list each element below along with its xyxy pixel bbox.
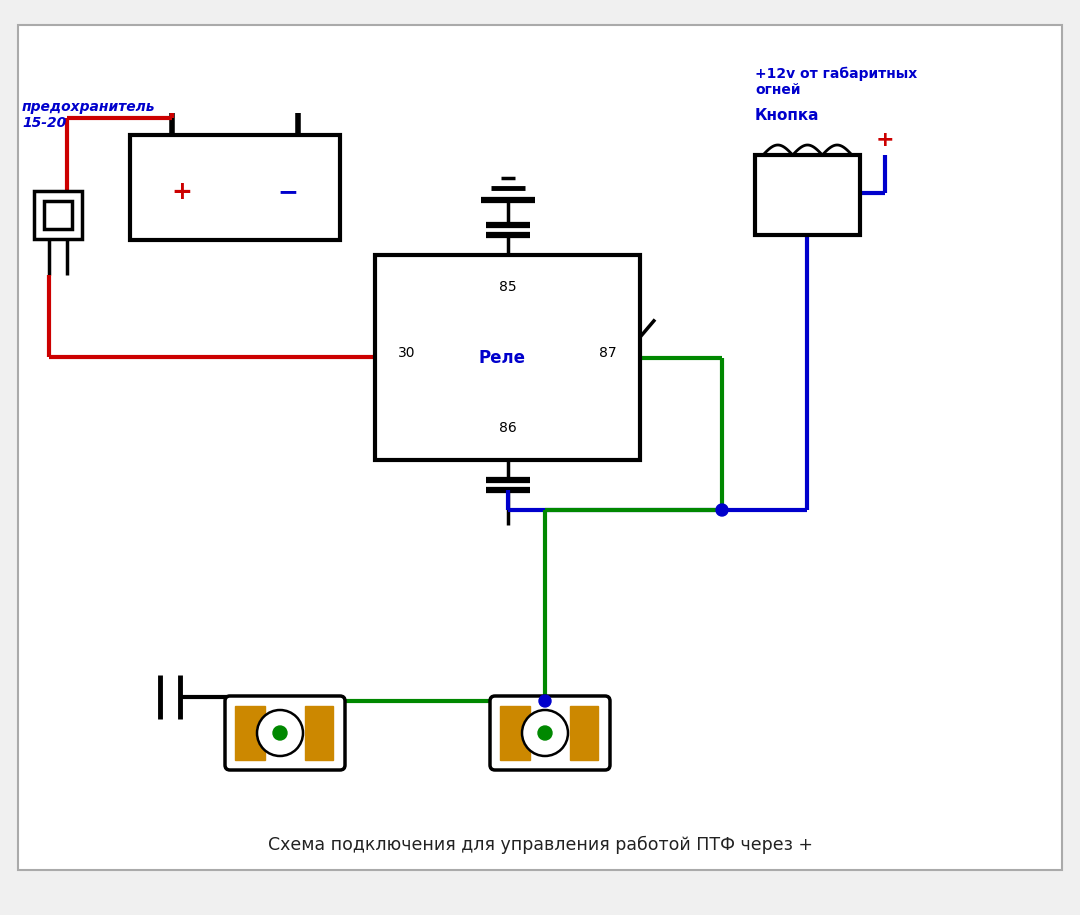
Circle shape	[273, 726, 287, 740]
Bar	[500, 706, 530, 760]
Text: −: −	[278, 180, 298, 204]
Bar	[755, 155, 860, 235]
Circle shape	[716, 504, 728, 516]
Text: +: +	[172, 180, 192, 204]
Circle shape	[538, 726, 552, 740]
Bar	[570, 706, 598, 760]
Bar	[235, 706, 265, 760]
Text: 30: 30	[399, 347, 416, 361]
Text: 85: 85	[499, 280, 516, 294]
Bar	[130, 135, 340, 240]
Text: +12v от габаритных
огней: +12v от габаритных огней	[755, 67, 917, 97]
Text: Реле: Реле	[478, 349, 526, 367]
Bar	[375, 255, 640, 460]
Text: 87: 87	[599, 347, 617, 361]
Bar	[305, 706, 333, 760]
Text: предохранитель
15-20: предохранитель 15-20	[22, 100, 156, 130]
Text: Схема подключения для управления работой ПТФ через +: Схема подключения для управления работой…	[268, 836, 812, 854]
FancyBboxPatch shape	[225, 696, 345, 770]
Text: +: +	[876, 130, 894, 150]
Bar	[44, 201, 72, 229]
Circle shape	[257, 710, 303, 756]
FancyBboxPatch shape	[490, 696, 610, 770]
Circle shape	[522, 710, 568, 756]
Bar	[33, 191, 82, 239]
Text: Кнопка: Кнопка	[755, 108, 820, 123]
Text: 86: 86	[499, 421, 516, 435]
Circle shape	[539, 695, 551, 707]
